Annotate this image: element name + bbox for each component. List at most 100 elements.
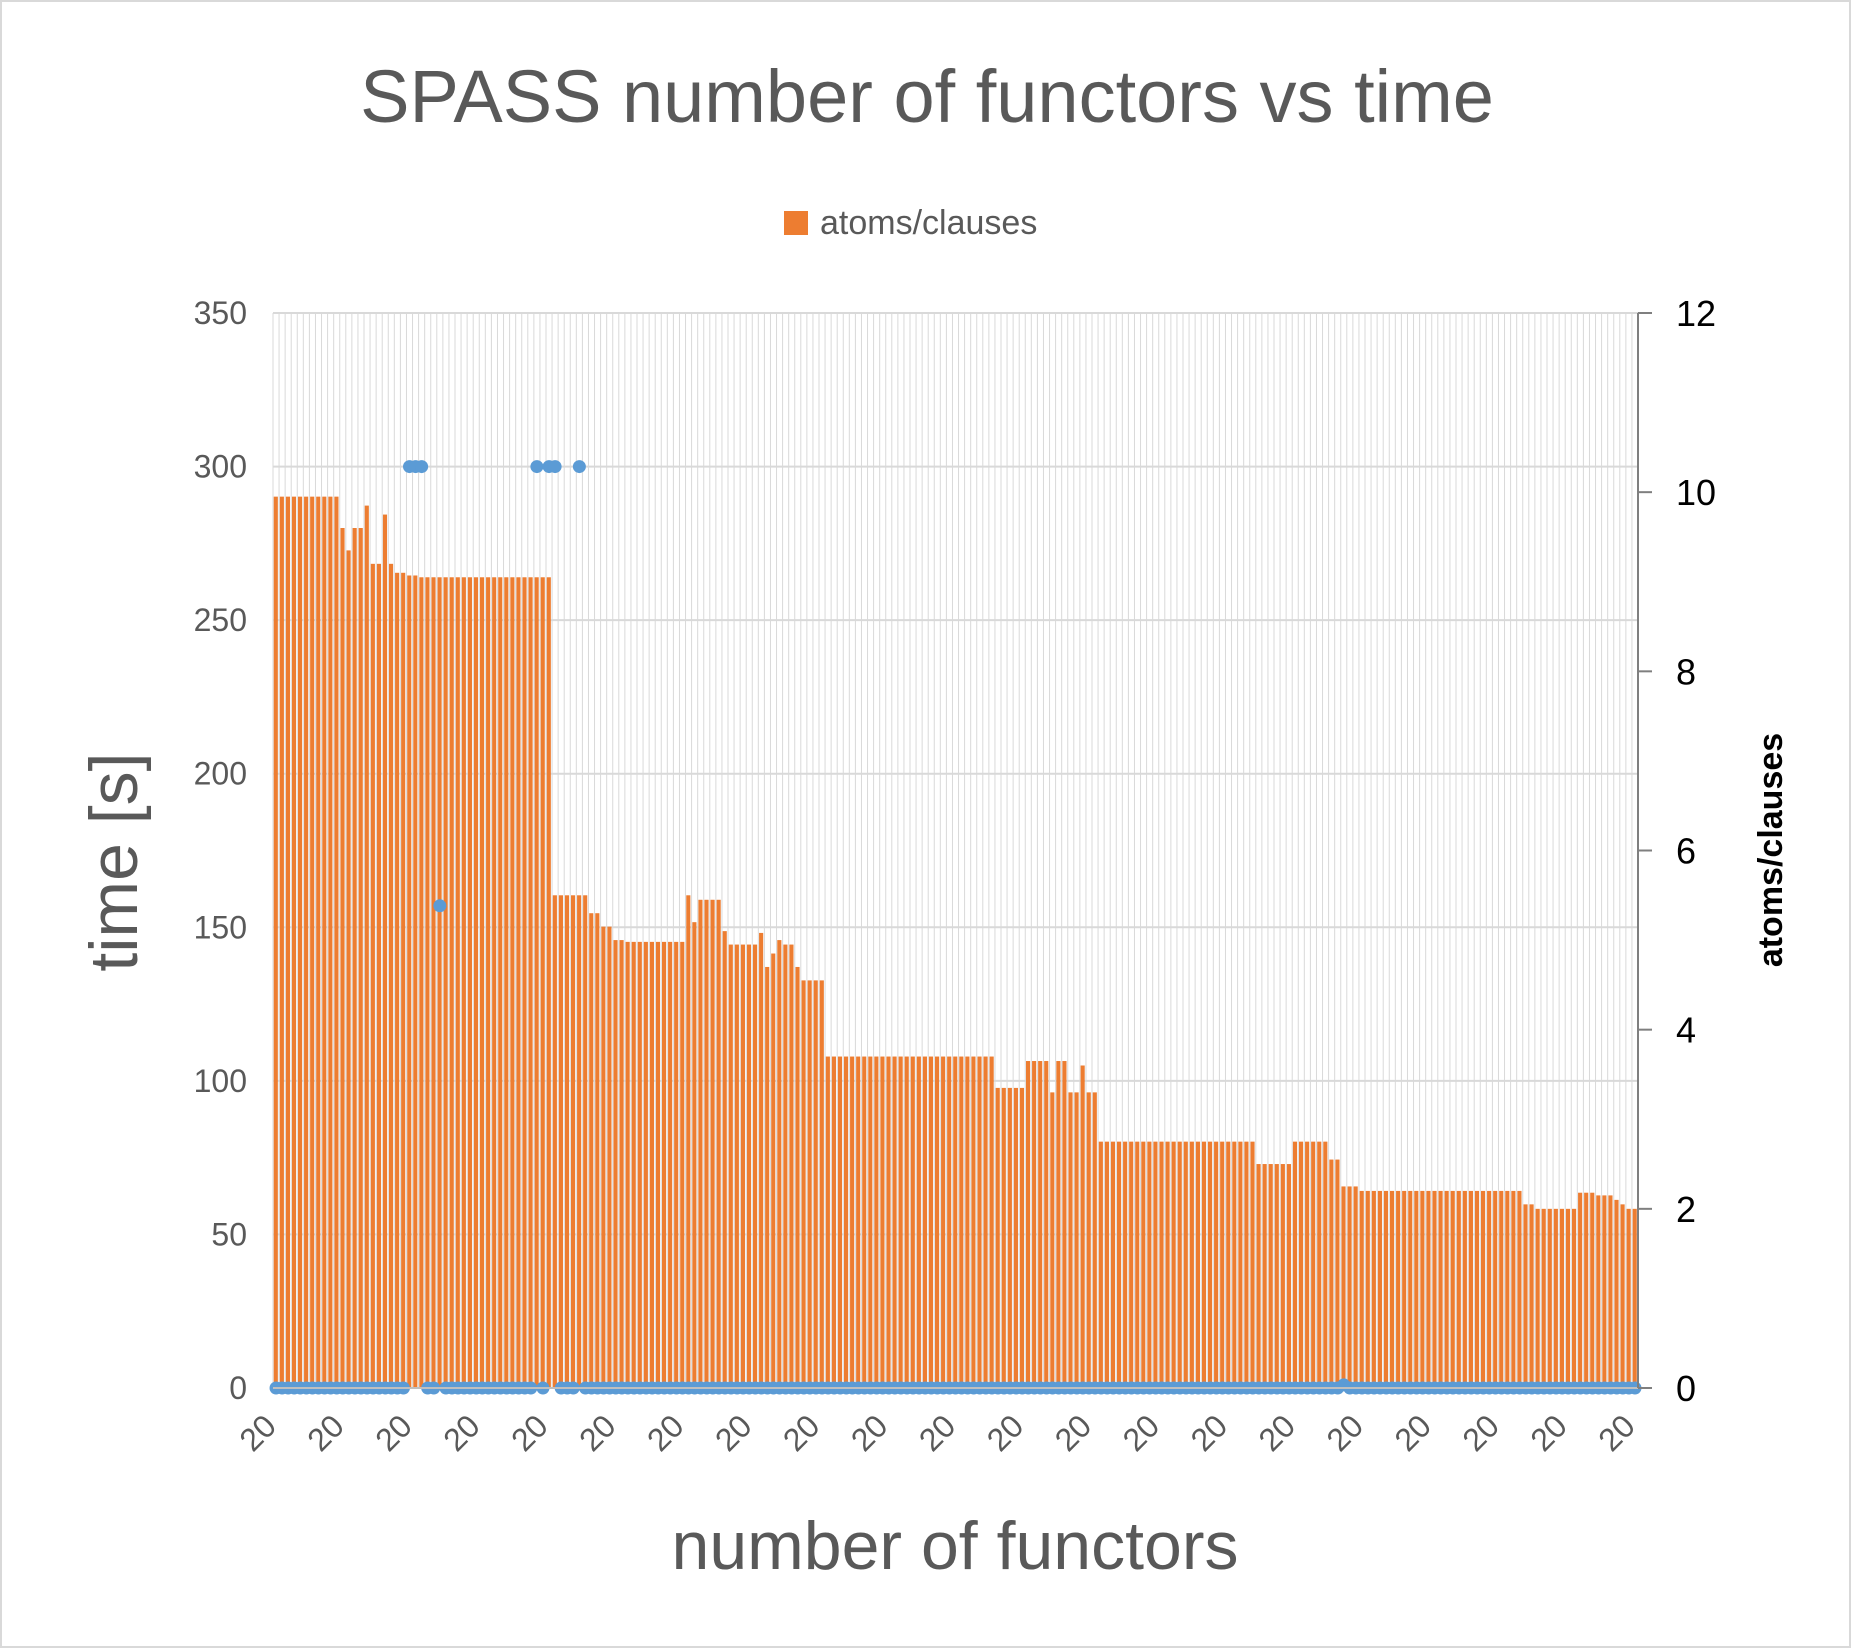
bar xyxy=(934,1056,940,1388)
y2-tick-label: 4 xyxy=(1676,1010,1696,1051)
bar xyxy=(813,980,818,1388)
bar xyxy=(1086,1092,1091,1388)
legend-label: atoms/clauses xyxy=(820,204,1037,242)
bar xyxy=(880,1056,885,1388)
bar xyxy=(734,944,739,1388)
bar xyxy=(1201,1141,1207,1388)
bar xyxy=(425,577,430,1388)
bar xyxy=(522,577,527,1388)
bar xyxy=(819,980,824,1388)
bar xyxy=(601,926,606,1388)
bar xyxy=(498,577,503,1388)
bar xyxy=(1571,1208,1577,1388)
bar xyxy=(492,577,497,1388)
bar xyxy=(631,941,636,1388)
bar xyxy=(291,496,297,1388)
x-tick-label: 20 xyxy=(368,1407,419,1458)
x-axis-title: number of functors xyxy=(672,1508,1239,1584)
bar xyxy=(328,496,333,1388)
bar xyxy=(401,572,406,1388)
bar xyxy=(589,913,594,1388)
bar xyxy=(516,577,521,1388)
bar xyxy=(1032,1061,1037,1388)
bar xyxy=(1620,1204,1625,1388)
bar xyxy=(1353,1186,1358,1388)
bar xyxy=(1056,1061,1061,1388)
bar xyxy=(1013,1087,1018,1388)
bar xyxy=(1135,1141,1140,1388)
bar xyxy=(704,899,709,1388)
bar xyxy=(1444,1190,1449,1388)
bar xyxy=(352,528,357,1388)
bar xyxy=(1614,1199,1619,1388)
bar xyxy=(661,941,667,1388)
bar xyxy=(1335,1159,1340,1388)
bar xyxy=(473,577,479,1388)
bar xyxy=(1019,1087,1025,1388)
bar xyxy=(807,980,812,1388)
bar xyxy=(771,953,776,1388)
bar xyxy=(1420,1190,1425,1388)
bar xyxy=(965,1056,970,1388)
bar xyxy=(740,944,745,1388)
bar xyxy=(510,577,515,1388)
bar xyxy=(1092,1092,1097,1388)
bar xyxy=(1341,1186,1346,1388)
bar xyxy=(1207,1141,1213,1388)
bar xyxy=(310,496,315,1388)
bar xyxy=(1062,1061,1067,1388)
bar xyxy=(1189,1141,1194,1388)
y-tick-label: 350 xyxy=(194,295,247,331)
bar xyxy=(443,577,448,1388)
bar xyxy=(1511,1190,1516,1388)
bar xyxy=(1541,1208,1546,1388)
bar xyxy=(1426,1190,1431,1388)
bar xyxy=(777,940,782,1388)
bar xyxy=(1183,1141,1188,1388)
bar xyxy=(850,1056,855,1388)
bar xyxy=(698,899,703,1388)
bar xyxy=(1001,1087,1006,1388)
bar xyxy=(407,575,412,1388)
bar xyxy=(528,577,533,1388)
bar xyxy=(947,1056,952,1388)
bar xyxy=(1171,1141,1176,1388)
bar xyxy=(674,941,679,1388)
bar xyxy=(953,1056,958,1388)
x-tick-label: 20 xyxy=(1116,1407,1167,1458)
bar xyxy=(1468,1190,1473,1388)
bar xyxy=(546,577,551,1388)
bar xyxy=(637,941,642,1388)
bar xyxy=(1602,1195,1607,1388)
bar xyxy=(916,1056,921,1388)
x-tick-label: 20 xyxy=(1184,1407,1235,1458)
y2-tick-label: 8 xyxy=(1676,651,1696,692)
bar xyxy=(668,941,673,1388)
bar xyxy=(285,496,290,1388)
x-tick-label: 20 xyxy=(708,1407,759,1458)
bar xyxy=(1232,1141,1237,1388)
bar xyxy=(1487,1190,1492,1388)
bar xyxy=(862,1056,867,1388)
bar xyxy=(1250,1141,1255,1388)
bar xyxy=(583,895,588,1388)
bar xyxy=(783,944,788,1388)
bar xyxy=(1329,1159,1334,1388)
bar xyxy=(1578,1192,1583,1388)
bar xyxy=(449,577,454,1388)
bar xyxy=(479,577,485,1388)
bar xyxy=(649,941,654,1388)
bar xyxy=(1553,1208,1558,1388)
bar xyxy=(504,577,509,1388)
bar xyxy=(1323,1141,1328,1388)
bar xyxy=(959,1056,964,1388)
bar xyxy=(1074,1092,1079,1388)
bar xyxy=(1080,1065,1085,1388)
bar xyxy=(1596,1195,1601,1388)
bar xyxy=(297,496,303,1388)
x-tick-label: 20 xyxy=(300,1407,351,1458)
bar xyxy=(455,577,460,1388)
bar xyxy=(643,941,648,1388)
bar xyxy=(340,528,345,1388)
